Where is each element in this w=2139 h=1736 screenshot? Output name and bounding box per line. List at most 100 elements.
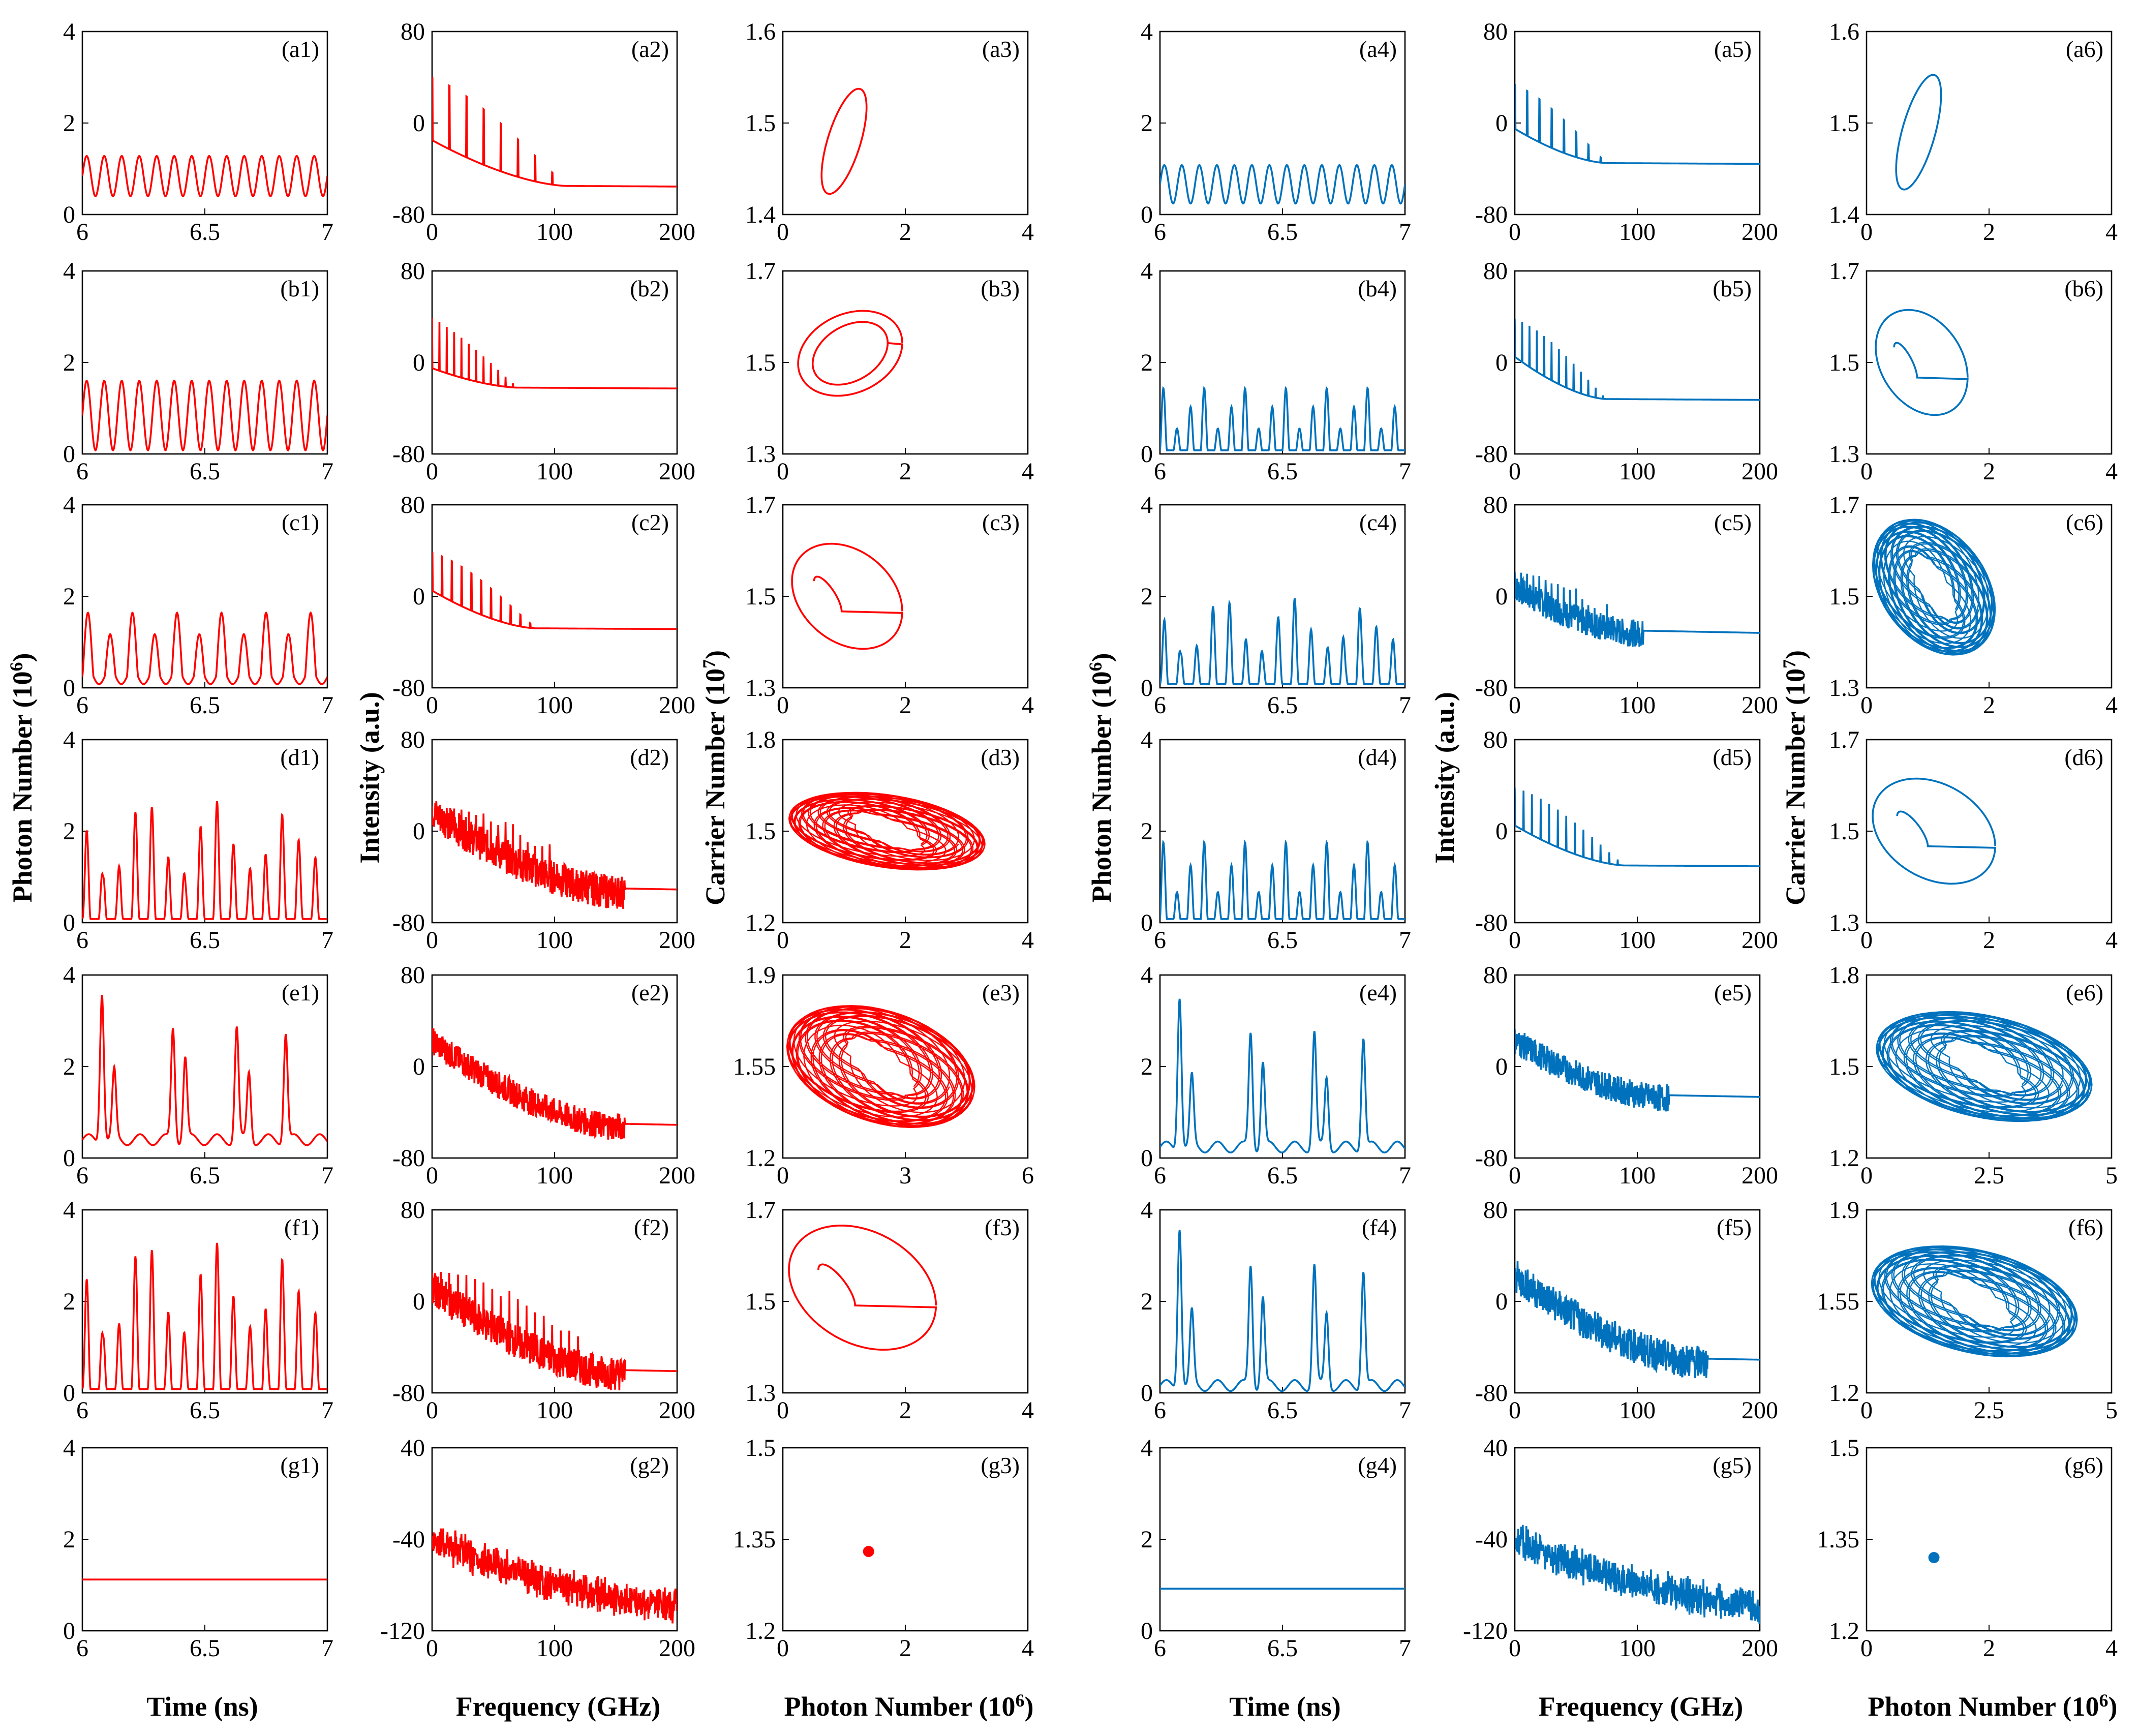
y-tick-label: 4 <box>63 1435 75 1461</box>
y-tick-label: 0 <box>413 1288 425 1315</box>
panel-label: (a3) <box>982 36 1020 62</box>
x-tick-label: 200 <box>659 219 695 246</box>
series-line <box>786 1005 975 1129</box>
y-tick-label: 0 <box>63 441 75 468</box>
y-tick-label: 1.55 <box>1817 1288 1859 1315</box>
panel-label: (f4) <box>1362 1214 1397 1240</box>
series-line <box>82 611 327 685</box>
fixed-point <box>863 1546 874 1557</box>
x-tick-label: 0 <box>426 1397 438 1424</box>
x-tick-label: 100 <box>1619 692 1656 719</box>
y-tick-label: 1.4 <box>745 201 776 228</box>
series-line <box>82 379 327 452</box>
x-tick-label: 6 <box>1154 1635 1166 1662</box>
panel-label: (b3) <box>981 276 1020 301</box>
panel-label: (a1) <box>282 36 319 62</box>
y-tick-label: 1.3 <box>1829 909 1859 936</box>
y-tick-label: 4 <box>1141 962 1153 989</box>
x-tick-label: 100 <box>1619 927 1656 954</box>
x-tick-label: 200 <box>1741 458 1778 485</box>
y-tick-label: 0 <box>1141 441 1153 468</box>
y-tick-label: 0 <box>63 909 75 936</box>
x-tick-label: 5 <box>2105 1162 2118 1189</box>
x-tick-label: 4 <box>2105 927 2118 954</box>
series-line <box>1515 572 1760 647</box>
y-tick-label: 4 <box>63 18 75 45</box>
panel-label: (b4) <box>1358 276 1397 301</box>
x-tick-label: 3 <box>899 1162 911 1189</box>
y-tick-label: 1.7 <box>745 258 776 285</box>
panel-label: (c1) <box>282 509 319 535</box>
panel-d6: 0 2 4 1.3 1.5 1.7 (d6) <box>1829 726 2118 954</box>
panel-f3: 0 2 4 1.3 1.5 1.7 (f3) <box>745 1197 1034 1424</box>
y-tick-label: -120 <box>380 1618 425 1644</box>
x-tick-label: 0 <box>1509 927 1521 954</box>
y-label-photon-left: Photon Number (106) <box>6 653 38 902</box>
y-tick-label: 1.9 <box>745 962 776 989</box>
panel-c1: 6 6.5 7 0 2 4 (c1) <box>63 492 333 719</box>
x-tick-label: 7 <box>321 1162 333 1189</box>
y-tick-label: 2 <box>63 1053 75 1080</box>
panel-d1: 6 6.5 7 0 2 4 (d1) <box>63 726 333 954</box>
y-tick-label: 0 <box>1141 1145 1153 1172</box>
x-tick-label: 0 <box>777 458 789 485</box>
y-tick-label: 0 <box>413 349 425 376</box>
x-tick-label: 6.5 <box>1267 1397 1298 1424</box>
y-tick-label: 2 <box>63 110 75 137</box>
x-tick-label: 2 <box>1983 692 1995 719</box>
series-line <box>1875 309 1969 416</box>
x-tick-label: 0 <box>426 1635 438 1662</box>
x-tick-label: 0 <box>1860 1397 1873 1424</box>
x-tick-label: 200 <box>659 1635 695 1662</box>
x-tick-label: 7 <box>321 219 333 246</box>
series-line <box>432 76 677 188</box>
x-tick-label: 6 <box>76 1635 88 1662</box>
y-tick-label: 2 <box>63 1288 75 1315</box>
y-tick-label: 0 <box>63 1618 75 1644</box>
x-tick-label: 2 <box>899 692 911 719</box>
panel-label: (e6) <box>2066 980 2103 1006</box>
x-tick-label: 6 <box>1022 1162 1034 1189</box>
y-tick-label: 1.2 <box>1829 1145 1859 1172</box>
x-tick-label: 7 <box>1399 458 1411 485</box>
y-tick-label: 4 <box>63 962 75 989</box>
x-tick-label: 0 <box>1509 219 1521 246</box>
panel-e3: 0 3 6 1.2 1.55 1.9 (e3) <box>733 962 1034 1189</box>
panel-g4: 6 6.5 7 0 2 4 (g4) <box>1141 1435 1411 1662</box>
y-tick-label: 80 <box>401 962 425 989</box>
x-tick-label: 7 <box>321 927 333 954</box>
x-tick-label: 0 <box>1509 1162 1521 1189</box>
x-tick-label: 6.5 <box>1267 219 1298 246</box>
x-tick-label: 100 <box>1619 458 1656 485</box>
x-tick-label: 2 <box>899 219 911 246</box>
x-tick-label: 0 <box>777 219 789 246</box>
panel-a1: 6 6.5 7 0 2 4 (a1) <box>63 18 333 246</box>
x-tick-label: 0 <box>1860 219 1873 246</box>
series-line <box>788 1225 937 1351</box>
series-line <box>1515 787 1760 867</box>
panel-label: (c3) <box>982 509 1020 535</box>
y-tick-label: 4 <box>1141 726 1153 753</box>
x-tick-label: 6 <box>1154 1162 1166 1189</box>
y-tick-label: 4 <box>1141 18 1153 45</box>
y-tick-label: 1.7 <box>1829 726 1859 753</box>
x-tick-label: 6 <box>1154 219 1166 246</box>
panel-label: (b6) <box>2064 276 2103 301</box>
series-line <box>1895 74 1942 191</box>
y-tick-label: -80 <box>392 441 425 468</box>
y-tick-label: 2 <box>1141 818 1153 845</box>
y-tick-label: -120 <box>1463 1618 1508 1644</box>
panel-c4: 6 6.5 7 0 2 4 (c4) <box>1141 492 1411 719</box>
panel-label: (b2) <box>630 276 669 301</box>
y-tick-label: -40 <box>1475 1526 1508 1553</box>
x-tick-label: 4 <box>2105 1635 2118 1662</box>
x-tick-label: 6.5 <box>1267 458 1298 485</box>
x-tick-label: 7 <box>321 458 333 485</box>
y-tick-label: 0 <box>1495 1053 1508 1080</box>
y-tick-label: -80 <box>1475 1145 1508 1172</box>
